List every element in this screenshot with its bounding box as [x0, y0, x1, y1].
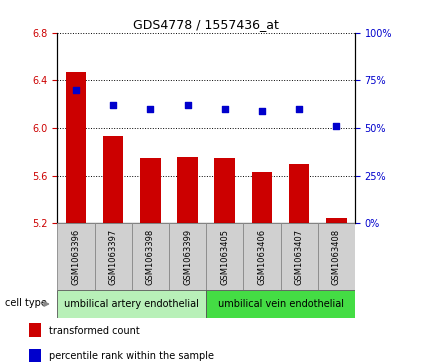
Text: transformed count: transformed count — [49, 326, 140, 336]
Text: GSM1063397: GSM1063397 — [109, 229, 118, 285]
Text: GSM1063406: GSM1063406 — [258, 229, 266, 285]
Bar — [243, 223, 280, 290]
Bar — [103, 136, 123, 223]
Point — [184, 102, 191, 108]
Title: GDS4778 / 1557436_at: GDS4778 / 1557436_at — [133, 19, 279, 32]
Bar — [289, 164, 309, 223]
Text: GSM1063399: GSM1063399 — [183, 229, 192, 285]
Bar — [57, 223, 94, 290]
Text: cell type: cell type — [5, 298, 46, 308]
Bar — [94, 223, 132, 290]
Bar — [206, 290, 355, 318]
Bar — [140, 158, 161, 223]
Point — [258, 108, 265, 114]
Text: GSM1063407: GSM1063407 — [295, 229, 303, 285]
Bar — [326, 219, 346, 223]
Text: percentile rank within the sample: percentile rank within the sample — [49, 351, 214, 361]
Point — [73, 87, 79, 93]
Bar — [280, 223, 317, 290]
Text: GSM1063408: GSM1063408 — [332, 229, 341, 285]
Bar — [132, 223, 169, 290]
Bar — [206, 223, 243, 290]
Text: umbilical artery endothelial: umbilical artery endothelial — [64, 299, 199, 309]
Bar — [57, 290, 206, 318]
Bar — [169, 223, 206, 290]
Bar — [252, 172, 272, 223]
Bar — [215, 158, 235, 223]
Point — [110, 102, 116, 108]
Point — [296, 106, 303, 112]
Point — [221, 106, 228, 112]
Bar — [177, 156, 198, 223]
Text: GSM1063405: GSM1063405 — [220, 229, 229, 285]
Text: GSM1063396: GSM1063396 — [71, 229, 80, 285]
Bar — [29, 349, 41, 362]
Point — [147, 106, 154, 112]
Point — [333, 123, 340, 129]
Text: umbilical vein endothelial: umbilical vein endothelial — [218, 299, 343, 309]
Bar — [29, 323, 41, 337]
Bar — [317, 223, 355, 290]
Text: GSM1063398: GSM1063398 — [146, 229, 155, 285]
Bar — [66, 72, 86, 223]
